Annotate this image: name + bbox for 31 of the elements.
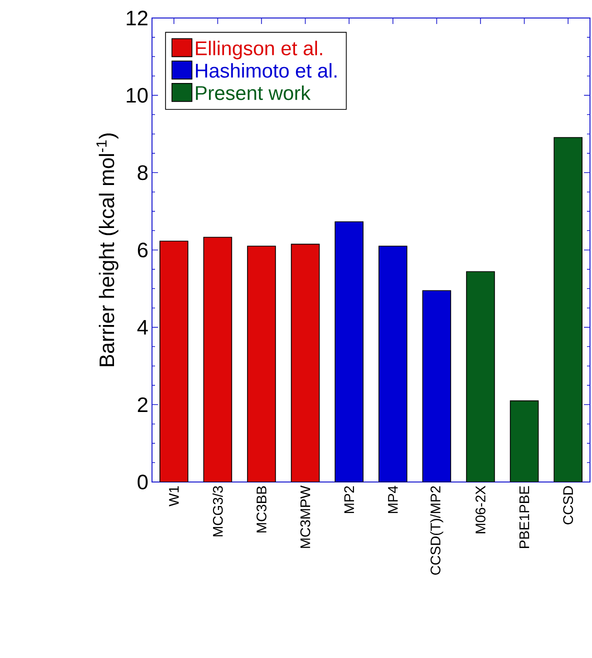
bar xyxy=(247,246,276,482)
y-tick-label: 10 xyxy=(126,88,148,103)
legend-label: Present work xyxy=(196,85,311,100)
y-tick-label: 6 xyxy=(138,242,148,258)
x-tick-label: MC3BB xyxy=(256,486,266,532)
y-tick-label: 0 xyxy=(138,474,148,490)
legend-label: Hashimoto et al. xyxy=(196,63,336,78)
x-tick-label: PBE1PBE xyxy=(520,486,530,548)
bar xyxy=(334,221,364,482)
x-tick-label: CCSD xyxy=(563,486,574,524)
y-tick-label: 12 xyxy=(126,10,148,26)
legend-label: Ellingson et al. xyxy=(196,40,322,60)
x-tick-label: MP4 xyxy=(388,486,398,514)
bar xyxy=(510,400,539,482)
y-tick-label: 2 xyxy=(138,397,148,412)
x-tick-label: CCSD(T)/MP2 xyxy=(430,486,444,575)
y-tick-label: 8 xyxy=(138,165,148,180)
bar xyxy=(554,137,582,482)
bar xyxy=(290,244,320,482)
x-tick-label: W1 xyxy=(169,486,179,506)
x-tick-label: MCG3/3 xyxy=(212,486,223,536)
bar xyxy=(203,236,232,482)
x-tick-label: M06-2X xyxy=(476,486,486,534)
y-tick-label: 4 xyxy=(137,320,148,335)
y-axis-title: Barrier height (kcal mol$^{-1}$) xyxy=(96,133,118,366)
bar xyxy=(378,246,408,482)
bar xyxy=(466,271,495,482)
bar xyxy=(422,290,452,482)
bar xyxy=(160,240,188,482)
x-tick-label: MC3MPW xyxy=(300,486,310,548)
x-tick-label: MP2 xyxy=(344,486,354,514)
